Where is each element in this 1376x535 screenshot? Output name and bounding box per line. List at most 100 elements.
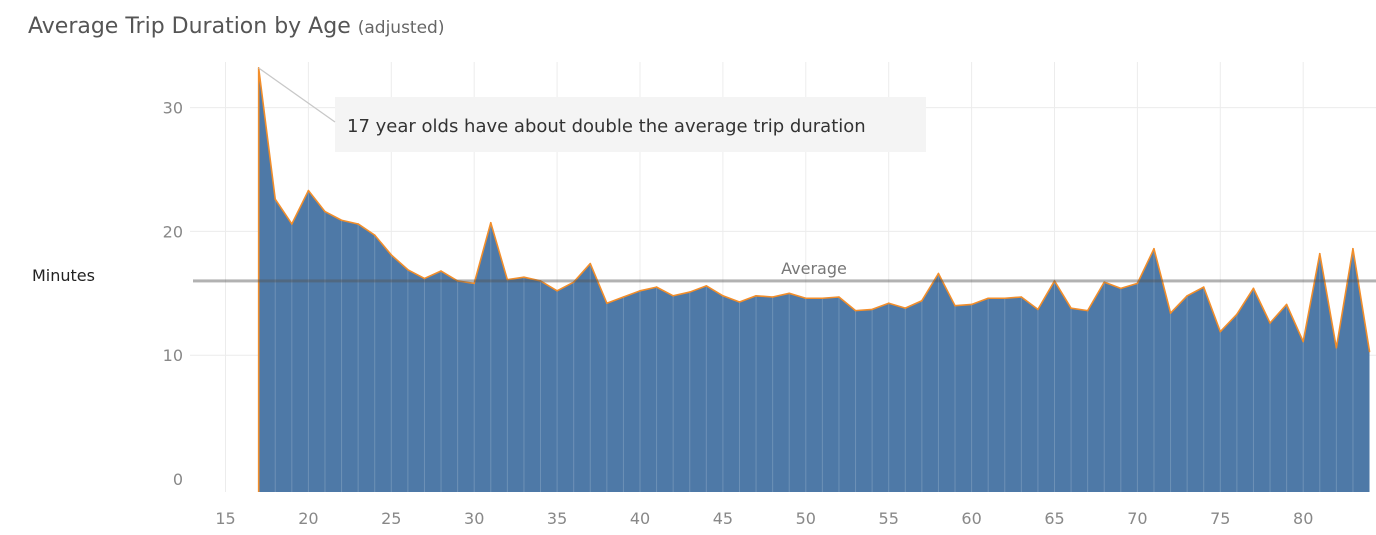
data-point [423,277,426,280]
average-label: Average [781,259,847,278]
data-point [921,299,923,302]
data-point [1003,297,1006,300]
x-tick-label: 50 [796,509,816,528]
data-point [655,286,658,288]
data-point [904,307,907,309]
data-point [390,254,393,256]
x-tick-label: 25 [381,509,401,528]
data-point [1285,303,1288,306]
data-point [1103,281,1106,283]
x-tick-label: 30 [464,509,484,528]
data-point [274,198,277,201]
data-point [722,294,724,297]
x-tick-label: 65 [1044,509,1064,528]
data-point [473,282,476,285]
data-point [788,292,791,295]
data-point [523,276,525,279]
tick-labels: 15 20 25 30 35 40 45 50 55 60 65 70 75 80 0 10 20 30 [163,99,1314,528]
annotation-layer: 17 year olds have about double the avera… [258,67,926,152]
annotation-box [335,97,926,152]
y-axis-label: Minutes [32,266,95,285]
x-tick-label: 60 [961,509,981,528]
data-point [1053,280,1056,282]
data-point [688,291,691,293]
chart-title: Average Trip Duration by Age (adjusted) [28,14,444,39]
data-point [1153,247,1155,250]
data-point [291,223,293,225]
data-point [1086,309,1089,312]
data-point [572,281,575,283]
average-line-layer: Average [193,259,1376,283]
data-point [589,262,592,265]
data-point [887,302,890,305]
data-point [373,234,376,236]
annotation-connector [258,67,336,123]
data-point [1335,346,1338,349]
data-point [1120,287,1122,290]
x-tick-label: 55 [879,509,899,528]
y-tick-label: 10 [163,346,183,365]
data-point [771,296,774,298]
x-tick-label: 70 [1127,509,1147,528]
data-point [1202,286,1205,288]
x-tick-label: 15 [215,509,235,528]
data-point [556,290,558,292]
x-tick-label: 75 [1210,509,1230,528]
data-point [954,304,956,307]
data-point [1252,287,1255,290]
data-point [755,294,757,297]
data-point [854,309,857,312]
chart-subtitle: (adjusted) [357,18,445,38]
annotation-text: 17 year olds have about double the avera… [347,116,866,137]
data-point [324,210,326,213]
data-point [987,297,989,300]
chart-title-text: Average Trip Duration by Age [28,14,351,39]
y-tick-label: 20 [163,222,183,241]
data-point [489,221,492,224]
data-point [606,302,608,305]
data-point [407,268,409,271]
data-point [357,223,359,225]
average-line [193,279,1376,283]
data-point [970,303,973,306]
data-point [805,297,807,300]
data-point [871,308,873,311]
data-point [340,219,343,222]
data-point [937,272,940,275]
data-point [440,270,442,272]
data-point [1186,294,1188,297]
data-point [1368,350,1371,353]
data-point [838,296,840,298]
data-point [622,296,625,298]
data-point [821,297,824,300]
data-point [1219,330,1222,333]
data-point [639,290,641,292]
y-tick-label: 0 [173,470,183,489]
data-point [1236,313,1238,316]
data-point [456,280,459,282]
data-point [1269,322,1271,324]
area-fill [258,67,1370,492]
data-point [705,285,708,287]
data-point [1318,252,1321,255]
data-point [307,189,310,192]
x-tick-label: 80 [1293,509,1313,528]
x-tick-label: 35 [547,509,567,528]
data-point [1136,282,1139,285]
data-point [1352,247,1354,250]
data-point [1020,296,1023,298]
x-tick-label: 40 [630,509,650,528]
area-layer [257,67,1371,492]
x-tick-label: 45 [713,509,733,528]
data-point [738,301,741,303]
y-tick-label: 30 [163,99,183,118]
data-point [506,278,509,281]
data-point [1070,307,1072,309]
data-point [672,294,674,297]
data-point [539,280,542,282]
x-tick-label: 20 [298,509,318,528]
data-point [1169,312,1172,314]
data-point [1037,308,1039,311]
data-point [1302,340,1304,343]
